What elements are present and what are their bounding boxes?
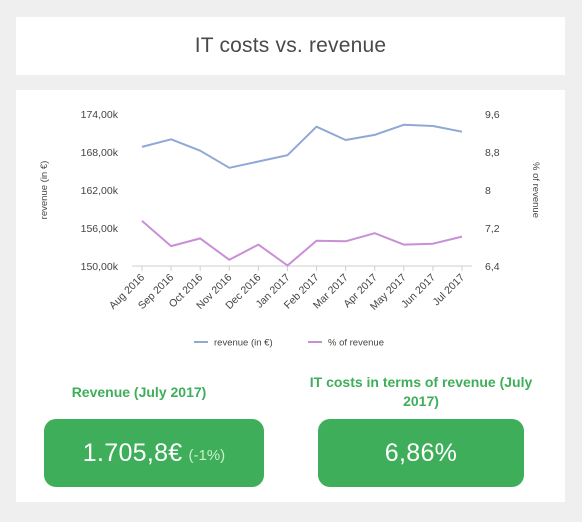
- y-right-tick-label: 8,8: [485, 147, 500, 159]
- series-line-1: [141, 220, 463, 267]
- kpi-itcost-box: 6,86%: [318, 419, 524, 487]
- page-title: IT costs vs. revenue: [194, 34, 387, 57]
- y-left-tick-label: 168,00k: [81, 147, 119, 159]
- kpi-itcost-value: 6,86%: [384, 438, 458, 467]
- legend-label: % of revenue: [328, 338, 384, 349]
- kpi-revenue-value: 1.705,8€: [82, 438, 183, 467]
- y-left-tick-label: 174,00k: [81, 109, 119, 121]
- kpi-revenue-title: Revenue (July 2017): [71, 384, 207, 400]
- y-right-tick-label: 8: [485, 185, 491, 197]
- kpi-itcost-title: IT costs in terms of revenue (July 2017): [309, 374, 533, 409]
- y-left-tick-label: 150,00k: [81, 261, 119, 273]
- title-card: IT costs vs. revenue: [16, 17, 565, 75]
- x-tick-label: Jul 2017: [431, 272, 468, 309]
- y-left-axis-title: revenue (in €): [39, 161, 50, 220]
- legend-label: revenue (in €): [214, 338, 273, 349]
- y-right-tick-label: 9,6: [485, 109, 500, 121]
- kpi-revenue-box: 1.705,8€ (-1%): [44, 419, 264, 487]
- y-left-tick-label: 162,00k: [81, 185, 119, 197]
- series-line-0: [141, 123, 463, 169]
- kpi-revenue-change: (-1%): [188, 446, 226, 464]
- y-right-tick-label: 7,2: [485, 223, 500, 235]
- y-right-axis-title: % of revenue: [530, 162, 541, 218]
- y-left-tick-label: 156,00k: [81, 223, 119, 235]
- chart-card: Aug 2016 Sep 2016 Oct 2016 Nov 2016 Dec 2016…: [16, 90, 565, 502]
- y-right-tick-label: 6,4: [485, 261, 500, 273]
